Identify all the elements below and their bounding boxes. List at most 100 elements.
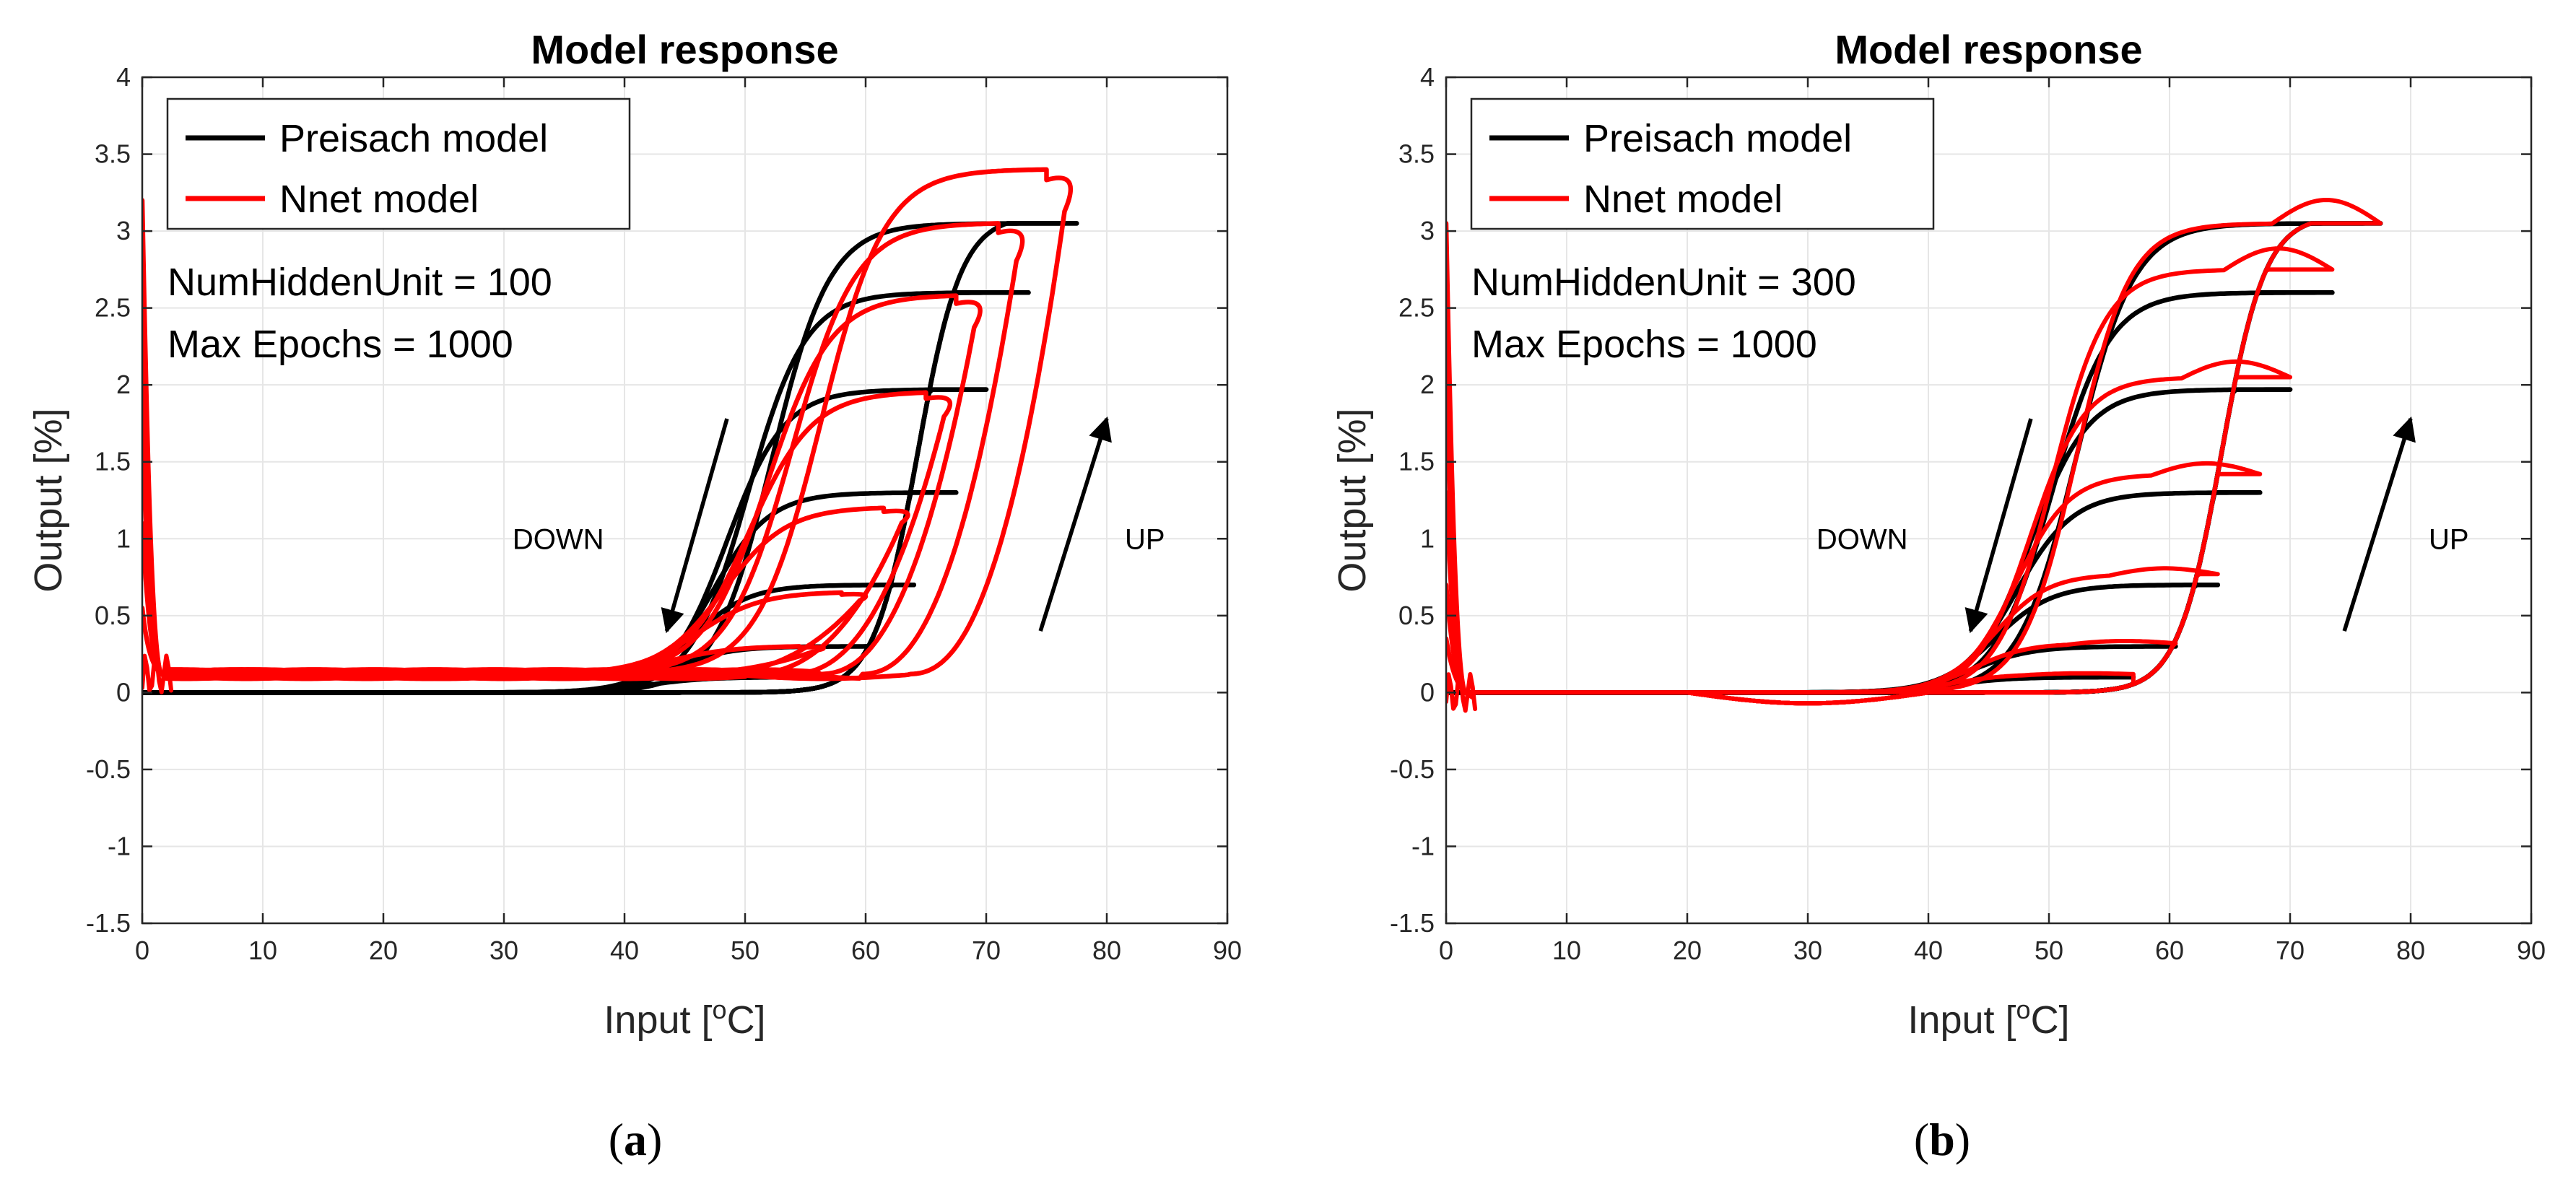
x-axis-label-superscript: o: [2016, 995, 2031, 1024]
y-tick-label: 1: [1420, 523, 1435, 553]
y-tick-label: 2.5: [95, 293, 131, 323]
series-nnet: [142, 167, 1074, 694]
down-label: DOWN: [513, 523, 604, 555]
y-tick-label: 0: [116, 677, 131, 707]
x-tick-label: 20: [1673, 936, 1702, 965]
x-tick-label: 90: [1213, 936, 1242, 965]
x-axis-label: Input [oC]: [1907, 995, 2069, 1042]
y-tick-label: 4: [1420, 62, 1435, 92]
x-tick-label: 20: [369, 936, 398, 965]
nnet-loop: [1468, 198, 2383, 706]
x-axis-label-suffix: C]: [727, 998, 766, 1042]
y-tick-label: -1.5: [1390, 908, 1435, 938]
y-tick-label: 2.5: [1398, 293, 1435, 323]
y-axis-label: Output [%]: [1331, 408, 1374, 592]
series-nnet: [1446, 198, 2383, 713]
paren-open: (: [609, 1114, 624, 1165]
legend-label: Nnet model: [279, 178, 479, 221]
annotation-text: Max Epochs = 1000: [167, 323, 513, 366]
panel-letter: a: [624, 1114, 647, 1165]
legend: Preisach model Nnet model: [1470, 97, 1935, 230]
y-tick-label: 0: [1420, 677, 1435, 707]
y-tick-label: 3.5: [1398, 139, 1435, 169]
x-tick-label: 40: [1914, 936, 1943, 965]
y-tick-label: -0.5: [1390, 754, 1435, 784]
down-arrow: [661, 418, 729, 634]
x-tick-label: 60: [851, 936, 880, 965]
x-axis-label-prefix: Input [: [1907, 998, 2016, 1042]
up-arrow: [2342, 416, 2416, 632]
panel-letter: b: [1929, 1114, 1955, 1165]
x-axis-label-prefix: Input [: [604, 998, 712, 1042]
up-label: UP: [2429, 523, 2469, 555]
nnet-startup-wiggle: [142, 653, 174, 694]
y-tick-label: 3.5: [95, 139, 131, 169]
panel-a: 0 10 20 30 40 50 60 70 80 90 -1.5 -1 -0.5 0 0.5 1 1.5 2 2.…: [27, 27, 1242, 1165]
panel-b: 0 10 20 30 40 50 60 70 80 90 -1.5 -1 -0.5 0 0.5 1 1.5 2 2.…: [1331, 27, 2546, 1165]
nnet-loop: [164, 167, 1074, 681]
legend-box: [1470, 97, 1935, 230]
x-tick-label: 80: [2396, 936, 2425, 965]
y-tick-label: 0.5: [1398, 601, 1435, 630]
paren-close: ): [647, 1114, 662, 1165]
annotation-text: Max Epochs = 1000: [1471, 323, 1817, 366]
legend-label: Nnet model: [1583, 178, 1783, 221]
legend: Preisach model Nnet model: [166, 97, 631, 230]
tick-marks: [141, 76, 1229, 925]
x-tick-label: 10: [248, 936, 277, 965]
y-axis-label: Output [%]: [27, 408, 70, 592]
x-tick-label: 60: [2155, 936, 2184, 965]
x-tick-label: 40: [610, 936, 639, 965]
y-tick-label: -1.5: [86, 908, 131, 938]
down-label: DOWN: [1816, 523, 1908, 555]
y-tick-label: 1: [116, 523, 131, 553]
paren-open: (: [1914, 1114, 1929, 1165]
y-tick-label: 1.5: [95, 447, 131, 476]
curves: [1446, 198, 2383, 713]
legend-label: Preisach model: [1583, 117, 1852, 160]
x-axis-label: Input [oC]: [604, 995, 765, 1042]
annotation-text: NumHiddenUnit = 100: [167, 261, 552, 304]
axes-box: [1445, 76, 2533, 925]
x-tick-label: 90: [2517, 936, 2546, 965]
tick-marks: [1445, 76, 2533, 925]
y-tick-label: 4: [116, 62, 131, 92]
legend-box: [166, 97, 631, 230]
down-arrow: [1964, 418, 2033, 634]
nnet-startup-wiggle: [1446, 672, 1478, 713]
x-axis-label-superscript: o: [713, 995, 727, 1024]
y-tick-label: 2: [116, 370, 131, 399]
y-tick-label: 2: [1420, 370, 1435, 399]
x-tick-label: 0: [135, 936, 149, 965]
y-tick-label: 3: [116, 216, 131, 245]
y-tick-label: 1.5: [1398, 447, 1435, 476]
x-tick-label: 80: [1092, 936, 1121, 965]
nnet-startup-spike: [1446, 636, 1475, 700]
nnet-startup-spike: [142, 605, 171, 681]
up-label: UP: [1125, 523, 1165, 555]
up-arrow: [1038, 416, 1112, 632]
paren-close: ): [1955, 1114, 1970, 1165]
annotation-text: NumHiddenUnit = 300: [1471, 261, 1856, 304]
panel-sublabel: (a): [609, 1114, 663, 1165]
legend-label: Preisach model: [279, 117, 548, 160]
chart-title: Model response: [531, 27, 838, 72]
panel-sublabel: (b): [1914, 1114, 1970, 1165]
y-tick-label: -1: [108, 831, 131, 860]
y-tick-label: -1: [1411, 831, 1435, 860]
axes-box: [141, 76, 1229, 925]
x-tick-label: 10: [1552, 936, 1581, 965]
x-tick-label: 30: [1793, 936, 1822, 965]
y-tick-label: 3: [1420, 216, 1435, 245]
y-tick-label: 0.5: [95, 601, 131, 630]
preisach-descending-branch: [142, 221, 1079, 695]
x-tick-label: 70: [2276, 936, 2305, 965]
x-tick-label: 30: [489, 936, 518, 965]
y-tick-label: -0.5: [86, 754, 131, 784]
x-tick-label: 0: [1439, 936, 1453, 965]
x-tick-label: 50: [2035, 936, 2063, 965]
x-tick-label: 70: [972, 936, 1001, 965]
chart-title: Model response: [1835, 27, 2142, 72]
curves: [142, 167, 1079, 695]
